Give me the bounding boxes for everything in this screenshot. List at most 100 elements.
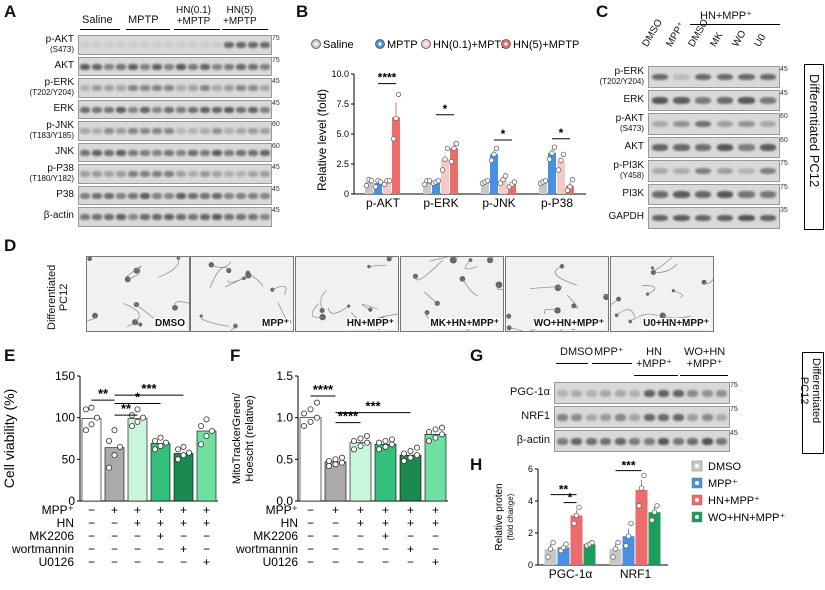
legend-marker-dot <box>695 515 699 519</box>
blot-row-label-text: (S473) <box>619 123 644 133</box>
blot-row-label: NRF1 <box>506 405 550 427</box>
data-point <box>381 181 388 188</box>
band <box>248 106 258 113</box>
data-point <box>426 178 433 184</box>
panel-label-d: D <box>4 236 17 255</box>
band <box>80 149 90 156</box>
mw-marker: 60 <box>780 113 788 120</box>
group-label: HN(0.1) +MPTP <box>176 5 212 27</box>
sig-marker: * <box>559 126 564 140</box>
band <box>212 63 222 70</box>
band <box>658 414 670 421</box>
bar <box>196 430 217 502</box>
blot-strip <box>78 56 272 76</box>
band <box>248 192 258 199</box>
treatment-cell: − <box>134 542 141 556</box>
neurite <box>362 304 378 310</box>
band <box>716 214 734 222</box>
band <box>116 171 126 178</box>
legend-marker-dot <box>695 498 699 502</box>
data-point <box>88 404 95 411</box>
band <box>128 171 138 178</box>
data-point <box>111 452 118 459</box>
bar <box>441 159 449 194</box>
data-point <box>542 178 549 184</box>
band <box>738 120 755 128</box>
y-tick-label: 1.0 <box>276 411 293 425</box>
blot-row-label: p-PI3K (Y458) <box>596 159 644 181</box>
blot-row-label-text: p-JNK <box>46 119 74 131</box>
band <box>759 214 777 222</box>
blot-row-label: JNK <box>4 140 74 162</box>
band <box>738 73 755 81</box>
bar <box>490 154 498 194</box>
sig-marker: * <box>135 390 141 405</box>
cell-body <box>449 257 457 264</box>
band <box>248 63 258 70</box>
bar <box>349 442 372 502</box>
blot-row-label: AKT <box>596 135 644 157</box>
data-point <box>589 539 595 546</box>
band <box>694 191 712 198</box>
bar <box>570 515 583 565</box>
band <box>658 390 670 397</box>
band <box>694 214 712 222</box>
blot-strip <box>78 78 272 98</box>
band <box>200 192 210 199</box>
data-point <box>180 443 187 450</box>
data-point <box>174 446 181 453</box>
treatment-cell: − <box>157 555 164 569</box>
neurite <box>368 264 387 267</box>
band <box>651 191 669 198</box>
lane-label: DMSO <box>560 346 593 358</box>
band <box>759 73 777 81</box>
band <box>104 149 114 156</box>
data-point <box>326 458 333 465</box>
y-tick-label: 5.0 <box>336 129 349 139</box>
data-point <box>641 472 647 479</box>
y-axis-label: Relative level (fold) <box>315 89 329 191</box>
band <box>188 42 198 49</box>
band <box>152 149 162 156</box>
bar <box>548 153 556 194</box>
neurite <box>653 263 678 273</box>
data-point <box>157 434 164 441</box>
panel-label-h: H <box>470 455 483 474</box>
band <box>651 97 669 104</box>
micrograph: MPP⁺ <box>190 256 294 332</box>
band <box>188 85 198 92</box>
micrograph: DMSO <box>86 256 190 332</box>
blot-row-label-text: β-actin <box>516 434 550 446</box>
band <box>176 149 186 156</box>
legend-marker-dot <box>504 42 508 46</box>
side-label-c: Differentiated PC12 <box>807 74 822 188</box>
band <box>716 191 734 198</box>
band <box>128 106 138 113</box>
neurite <box>272 285 287 296</box>
band <box>716 97 734 104</box>
data-point <box>558 157 564 164</box>
blot-row-label-text: AKT <box>54 59 74 71</box>
sig-marker: * <box>501 127 506 141</box>
panel-label-e: E <box>4 346 16 365</box>
data-point <box>400 458 407 465</box>
treatment-cell: + <box>111 503 118 517</box>
treatment-label: MK2206 <box>253 529 298 543</box>
chart-f: 0.0 0.5 1.0 1.5 MitoTrackerGreen/Hoescht (re… <box>231 369 448 569</box>
band <box>694 97 712 104</box>
legend-label: HN+MPP⁺ <box>708 495 760 507</box>
bar <box>299 417 322 502</box>
band <box>672 390 684 397</box>
band <box>643 438 655 445</box>
neurite <box>543 308 558 314</box>
y-tick-label: 100 <box>55 411 75 425</box>
cell-body <box>208 262 215 268</box>
data-point <box>351 438 358 445</box>
band <box>716 167 734 175</box>
blot-row-label-text: ERK <box>623 93 644 105</box>
micrograph-texture <box>87 257 189 328</box>
band <box>629 390 641 397</box>
blot-row-label-text: (S473) <box>49 44 74 54</box>
treatment-cell: + <box>432 516 439 530</box>
blot-row-label-text: (T183/Y185) <box>29 130 74 140</box>
